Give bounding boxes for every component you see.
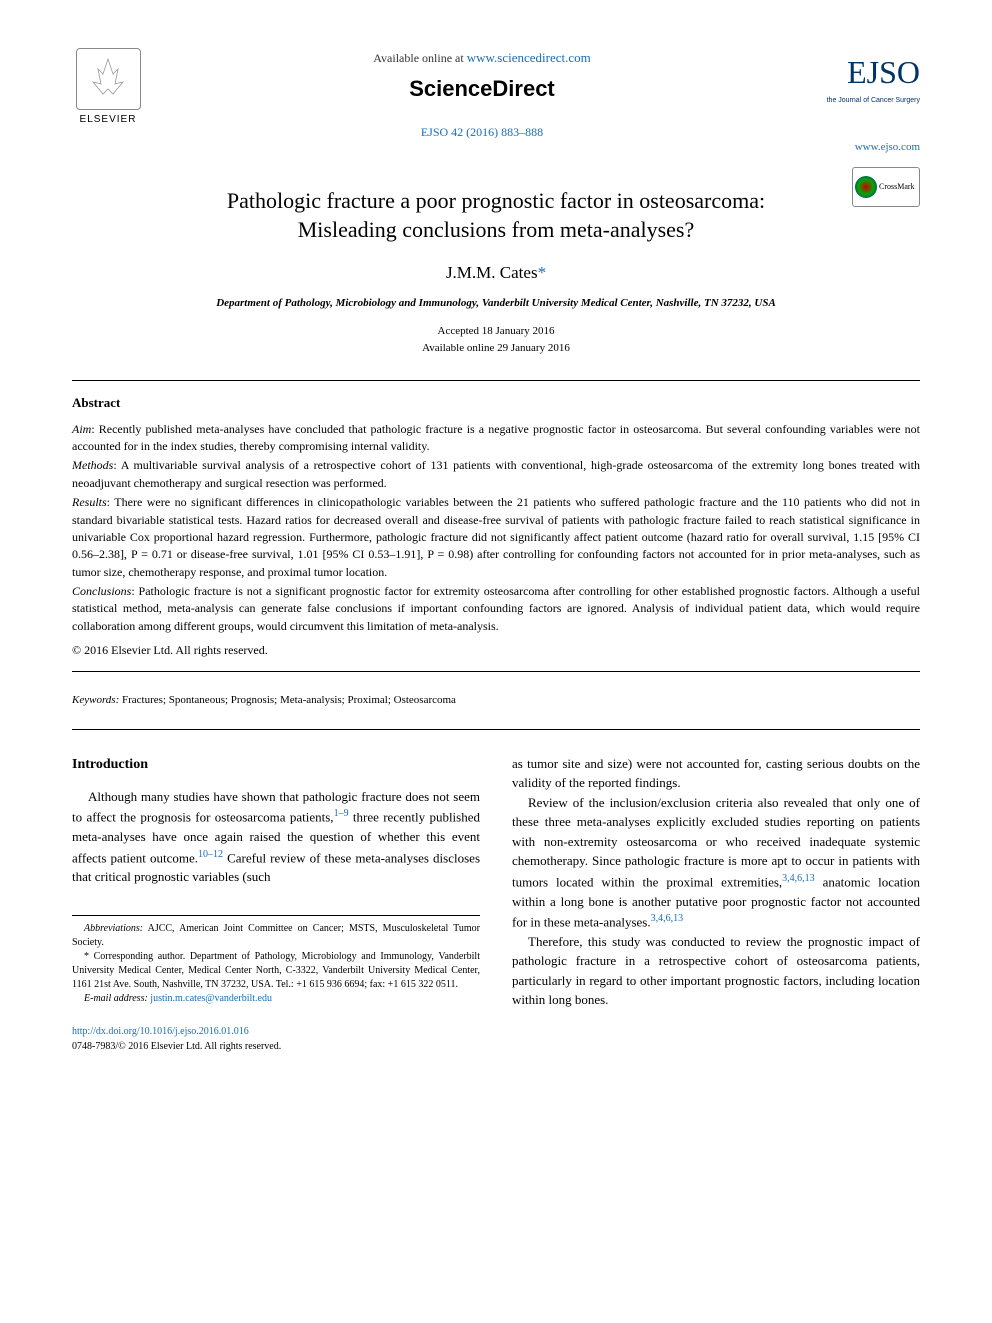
ejso-label: EJSO <box>820 48 920 96</box>
abbreviations-footnote: Abbreviations: AJCC, American Joint Comm… <box>72 922 480 950</box>
journal-url-link[interactable]: www.ejso.com <box>820 139 920 156</box>
crossmark-icon <box>855 176 877 198</box>
divider <box>72 380 920 381</box>
journal-reference[interactable]: EJSO 42 (2016) 883–888 <box>144 123 820 141</box>
elsevier-tree-icon <box>76 48 141 110</box>
citation-link[interactable]: 3,4,6,13 <box>651 913 684 924</box>
doi-link[interactable]: http://dx.doi.org/10.1016/j.ejso.2016.01… <box>72 1024 920 1039</box>
intro-para-2: as tumor site and size) were not account… <box>512 754 920 793</box>
abstract-heading: Abstract <box>72 393 920 413</box>
body-columns: Introduction Although many studies have … <box>72 754 920 1010</box>
sciencedirect-logo: ScienceDirect <box>144 72 820 105</box>
author-affiliation: Department of Pathology, Microbiology an… <box>176 296 816 311</box>
issn-copyright: 0748-7983/© 2016 Elsevier Ltd. All right… <box>72 1039 920 1054</box>
elsevier-logo: ELSEVIER <box>72 48 144 128</box>
citation-link[interactable]: 10–12 <box>198 849 223 860</box>
available-online-text: Available online at www.sciencedirect.co… <box>144 48 820 68</box>
intro-para-4: Therefore, this study was conducted to r… <box>512 932 920 1010</box>
intro-para-3: Review of the inclusion/exclusion criter… <box>512 793 920 932</box>
elsevier-label: ELSEVIER <box>80 112 137 127</box>
divider <box>72 729 920 730</box>
sciencedirect-url-link[interactable]: www.sciencedirect.com <box>467 50 591 65</box>
header-row: ELSEVIER Available online at www.science… <box>72 48 920 155</box>
divider <box>72 671 920 672</box>
email-link[interactable]: justin.m.cates@vanderbilt.edu <box>150 993 272 1004</box>
ejso-subtitle: the Journal of Cancer Surgery <box>820 96 920 107</box>
author-name: J.M.M. Cates* <box>72 260 920 286</box>
abstract-aim: Aim: Recently published meta-analyses ha… <box>72 421 920 456</box>
header-center: Available online at www.sciencedirect.co… <box>144 48 820 141</box>
title-row: Pathologic fracture a poor prognostic fa… <box>72 163 920 260</box>
journal-logo: EJSO the Journal of Cancer Surgery www.e… <box>820 48 920 155</box>
keywords: Keywords: Fractures; Spontaneous; Progno… <box>72 692 920 709</box>
intro-heading: Introduction <box>72 754 480 775</box>
left-column: Introduction Although many studies have … <box>72 754 480 1010</box>
right-column: as tumor site and size) were not account… <box>512 754 920 1010</box>
crossmark-badge[interactable]: CrossMark <box>852 167 920 207</box>
abstract-copyright: © 2016 Elsevier Ltd. All rights reserved… <box>72 641 920 659</box>
abstract-methods: Methods: A multivariable survival analys… <box>72 457 920 492</box>
online-date: Available online 29 January 2016 <box>72 340 920 357</box>
corresponding-marker[interactable]: * <box>538 263 547 282</box>
article-dates: Accepted 18 January 2016 Available onlin… <box>72 323 920 356</box>
citation-link[interactable]: 3,4,6,13 <box>782 873 815 884</box>
footnotes-block: Abbreviations: AJCC, American Joint Comm… <box>72 915 480 1006</box>
accepted-date: Accepted 18 January 2016 <box>72 323 920 340</box>
abstract-results: Results: There were no significant diffe… <box>72 494 920 581</box>
article-title: Pathologic fracture a poor prognostic fa… <box>196 187 796 244</box>
email-footnote: E-mail address: justin.m.cates@vanderbil… <box>72 992 480 1006</box>
corresponding-author-footnote: * Corresponding author. Department of Pa… <box>72 950 480 992</box>
abstract-conclusions: Conclusions: Pathologic fracture is not … <box>72 583 920 635</box>
citation-link[interactable]: 1–9 <box>334 808 349 819</box>
intro-para-1: Although many studies have shown that pa… <box>72 787 480 887</box>
doi-block: http://dx.doi.org/10.1016/j.ejso.2016.01… <box>72 1024 920 1054</box>
